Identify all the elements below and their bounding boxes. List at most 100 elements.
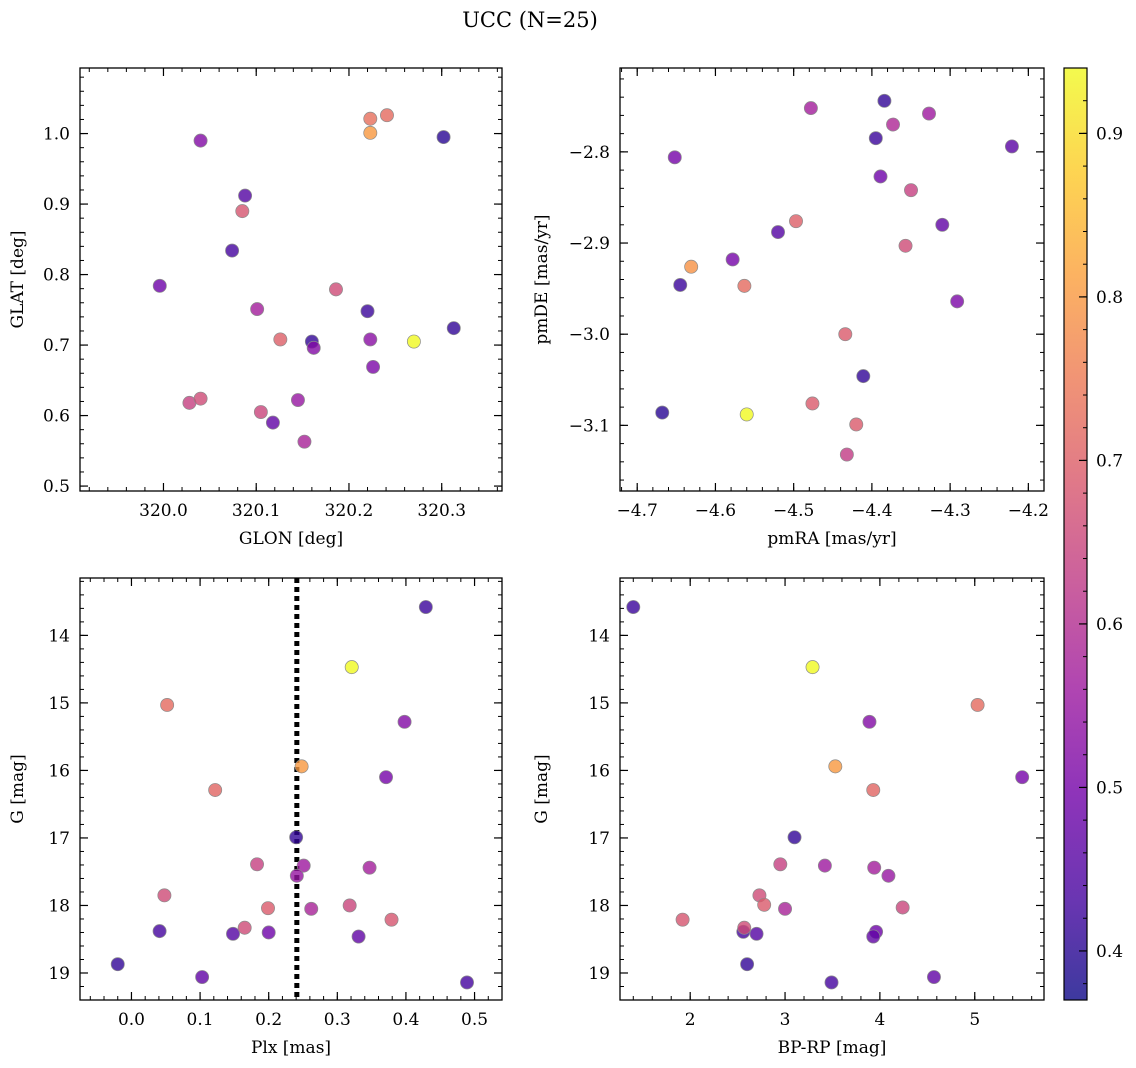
scatter-point: [460, 975, 474, 990]
scatter-point: [291, 393, 305, 408]
scatter-point: [824, 975, 839, 990]
y-tick-label: 18: [588, 896, 610, 916]
scatter-point: [226, 926, 240, 941]
panel-2: −4.7 −4.6 −4.5 −4.4 −4.3 −4.2 −3.1 −3.0 −2.9 −2.8…: [532, 67, 1049, 549]
scatter-point: [856, 369, 871, 384]
scatter-point: [684, 259, 699, 274]
scatter-point: [418, 600, 433, 614]
y-tick-label: 19: [588, 964, 610, 984]
scatter-point: [922, 106, 936, 121]
scatter-point: [970, 697, 985, 712]
scatter-point: [805, 660, 820, 675]
scatter-point: [380, 108, 394, 123]
figure-title: UCC (N=25): [462, 8, 598, 32]
x-tick-label: 0.5: [461, 1010, 488, 1030]
scatter-point: [363, 111, 378, 126]
scatter-point: [667, 150, 682, 165]
scatter-point: [261, 925, 276, 940]
x-axis-label: Plx [mas]: [251, 1038, 331, 1058]
scatter-point: [294, 759, 309, 774]
y-tick-label: 14: [588, 626, 610, 646]
scatter-point: [157, 888, 172, 903]
scatter-point: [384, 912, 399, 927]
y-tick-label: 0.6: [43, 407, 70, 427]
scatter-point: [446, 321, 461, 336]
scatter-point: [1015, 770, 1030, 785]
colorbar-tick-label: 0.7: [1096, 451, 1123, 471]
colorbar-tick-label: 0.5: [1096, 778, 1123, 798]
scatter-point: [886, 117, 900, 132]
scatter-point: [898, 238, 913, 253]
y-tick-label: 18: [48, 896, 70, 916]
axes-frame: [79, 577, 503, 1001]
x-tick-label: 0.4: [392, 1010, 419, 1030]
scatter-point: [397, 714, 412, 729]
x-tick-label: 0.3: [324, 1010, 351, 1030]
x-tick-label: 320.1: [232, 501, 281, 521]
x-tick-label: 4: [874, 1010, 885, 1030]
x-tick-label: 320.2: [325, 501, 374, 521]
scatter-point: [950, 294, 965, 309]
scatter-point: [849, 417, 864, 432]
scatter-point: [296, 858, 311, 873]
scatter-point: [778, 901, 792, 916]
axes-frame: [79, 67, 503, 492]
scatter-point: [904, 183, 918, 198]
x-tick-label: −4.4: [851, 501, 892, 521]
scatter-point: [927, 970, 941, 984]
scatter-point: [363, 332, 378, 347]
y-tick-label: 16: [588, 761, 610, 781]
scatter-point: [208, 783, 223, 797]
y-tick-label: 17: [588, 829, 610, 849]
axes-frame: [619, 577, 1045, 1001]
scatter-point: [881, 868, 896, 883]
scatter-point: [297, 434, 312, 449]
scatter-point: [225, 243, 240, 258]
y-tick-label: 0.9: [43, 195, 70, 215]
y-tick-label: −2.9: [569, 234, 610, 254]
scatter-point: [803, 101, 818, 116]
y-axis-label: pmDE [mas/yr]: [532, 214, 552, 344]
panel-4: 2 3 4 5 14 15 16 17 18 19 BP-RP [mag] G [mag]: [532, 577, 1045, 1058]
y-tick-label: 19: [48, 964, 70, 984]
x-tick-label: 0.2: [255, 1010, 282, 1030]
scatter-point: [250, 302, 265, 317]
x-tick-label: 0.1: [187, 1010, 214, 1030]
scatter-point: [304, 901, 319, 916]
scatter-point: [235, 204, 250, 219]
scatter-point: [789, 214, 803, 229]
scatter-point: [749, 926, 764, 941]
scatter-point: [261, 901, 275, 916]
scatter-point: [351, 929, 366, 944]
axes-frame: [619, 67, 1045, 492]
scatter-point: [839, 447, 854, 462]
y-tick-label: −3.0: [569, 325, 610, 345]
scatter-point: [344, 660, 359, 675]
y-tick-label: 14: [48, 626, 70, 646]
x-axis-label: BP-RP [mag]: [778, 1038, 887, 1058]
scatter-point: [160, 697, 175, 712]
scatter-point: [866, 929, 881, 944]
scatter-point: [436, 130, 451, 145]
scatter-point: [1004, 139, 1019, 154]
scatter-point: [877, 93, 892, 108]
x-tick-label: 320.3: [417, 501, 466, 521]
scatter-point: [740, 957, 755, 972]
colorbar-tick-label: 0.8: [1096, 288, 1123, 308]
scatter-point: [626, 600, 641, 614]
colorbar-gradient: [1063, 67, 1088, 1001]
scatter-point: [737, 278, 752, 293]
scatter-point: [873, 169, 888, 184]
scatter-point: [273, 332, 288, 347]
x-tick-label: 2: [685, 1010, 696, 1030]
x-tick-label: −4.2: [1008, 501, 1049, 521]
x-tick-label: −4.7: [617, 501, 658, 521]
scatter-point: [828, 759, 843, 774]
scatter-point: [250, 857, 264, 872]
scatter-point: [362, 860, 377, 875]
scatter-point: [773, 857, 788, 872]
scatter-point: [817, 858, 832, 873]
scatter-point: [289, 868, 304, 883]
scatter-point: [366, 359, 381, 374]
scatter-point: [655, 405, 670, 420]
